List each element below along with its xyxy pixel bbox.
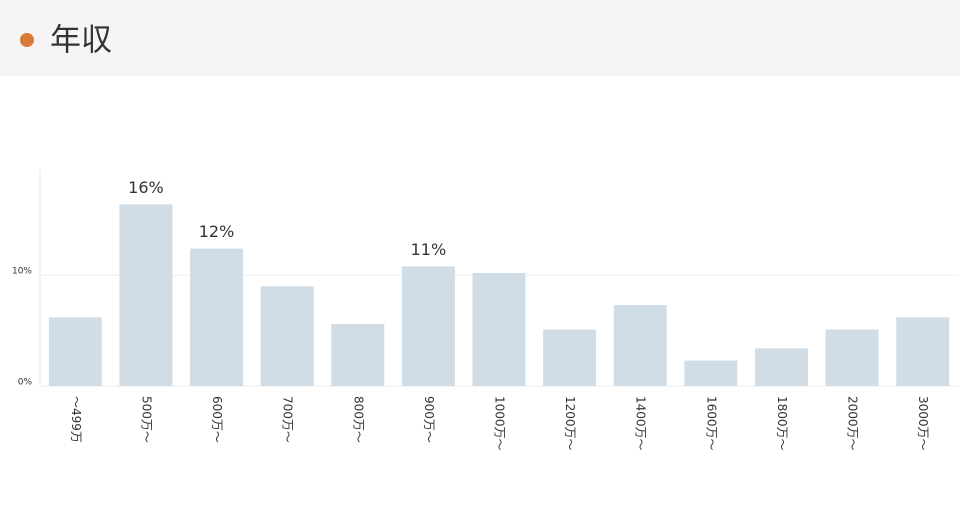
bar — [896, 317, 950, 386]
header-dot — [20, 33, 34, 47]
x-tick-label: 3000万〜 — [916, 396, 930, 451]
y-tick-label: 10% — [12, 267, 32, 277]
bar — [190, 248, 244, 386]
bar — [825, 329, 879, 386]
bar — [754, 348, 808, 386]
bar — [543, 329, 597, 386]
value-label: 11% — [411, 240, 447, 259]
y-tick-label: 0% — [18, 378, 33, 388]
bar — [684, 360, 738, 386]
header-title: 年収 — [50, 23, 112, 59]
x-tick-label: 1000万〜 — [493, 396, 507, 451]
x-tick-label: 900万〜 — [422, 396, 436, 443]
bar — [401, 266, 455, 386]
x-tick-label: 2000万〜 — [846, 396, 860, 451]
x-tick-label: 800万〜 — [351, 396, 365, 443]
bar — [613, 305, 667, 386]
x-tick-label: 700万〜 — [281, 396, 295, 443]
bar — [119, 204, 173, 386]
x-tick-label: 〜499万 — [69, 396, 83, 443]
x-tick-label: 1800万〜 — [775, 396, 789, 451]
value-label: 12% — [199, 222, 235, 241]
x-tick-label: 1400万〜 — [634, 396, 648, 451]
bar — [472, 273, 526, 386]
bar — [260, 286, 314, 386]
x-tick-label: 1200万〜 — [563, 396, 577, 451]
x-tick-label: 500万〜 — [139, 396, 153, 443]
bar — [331, 323, 385, 386]
header-bg — [0, 0, 960, 76]
bar — [48, 317, 102, 386]
x-tick-label: 600万〜 — [210, 396, 224, 443]
value-label: 16% — [128, 178, 164, 197]
x-tick-label: 1600万〜 — [704, 396, 718, 451]
